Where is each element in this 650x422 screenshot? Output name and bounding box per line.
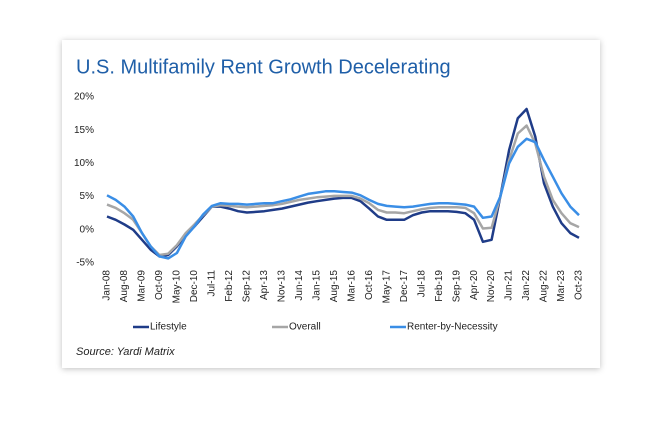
y-tick-label: -5% [76,258,94,269]
x-tick-label: Apr-13 [259,270,270,300]
x-tick-label: Jul-11 [207,270,218,297]
line [106,124,580,257]
x-tick-label: Feb-12 [224,270,235,302]
legend-label: Overall [289,322,321,333]
x-tick-label: Mar-23 [556,270,567,302]
x-tick-label: Mar-16 [346,270,357,302]
source: Source: Yardi Matrix [76,346,175,358]
x-tick-label: Aug-08 [119,270,130,303]
x-tick-label: Aug-15 [329,270,340,303]
line [106,137,580,260]
x-tick-label: Jan-22 [521,270,532,301]
legend-label: Renter-by-Necessity [407,322,498,333]
y-tick-label: 10% [74,158,94,169]
x-tick-label: Jan-08 [102,270,113,301]
x-tick-label: Mar-09 [137,270,148,302]
x-tick-label: Dec-17 [399,270,410,303]
line [106,107,580,258]
x-tick-label: Apr-20 [469,270,480,300]
x-tick-label: Aug-22 [539,270,550,303]
x-tick-label: Jun-21 [504,270,515,301]
x-tick-label: Feb-19 [434,270,445,302]
legend-label: Lifestyle [150,322,187,333]
x-tick-label: Oct-23 [574,270,585,300]
y-tick-label: 20% [74,92,94,103]
x-tick-label: Sep-19 [451,270,462,303]
x-tick-label: Sep-12 [241,270,252,303]
x-tick-label: Jun-14 [294,270,305,301]
card [62,40,600,368]
y-tick-label: 0% [80,224,95,235]
x-tick-label: Dec-10 [189,270,200,303]
x-tick-label: Nov-13 [276,270,287,303]
x-tick-label: Jul-18 [416,270,427,298]
y-tick-label: 15% [74,125,94,136]
x-tick-label: Oct-09 [154,270,165,300]
x-tick-label: May-10 [172,270,183,304]
x-tick-label: Nov-20 [486,270,497,303]
x-tick-label: Jan-15 [311,270,322,301]
x-tick-label: Oct-16 [364,270,375,300]
y-tick-label: 5% [80,191,95,202]
x-tick-label: May-17 [381,270,392,304]
chart-title: U.S. Multifamily Rent Growth Deceleratin… [76,56,451,78]
